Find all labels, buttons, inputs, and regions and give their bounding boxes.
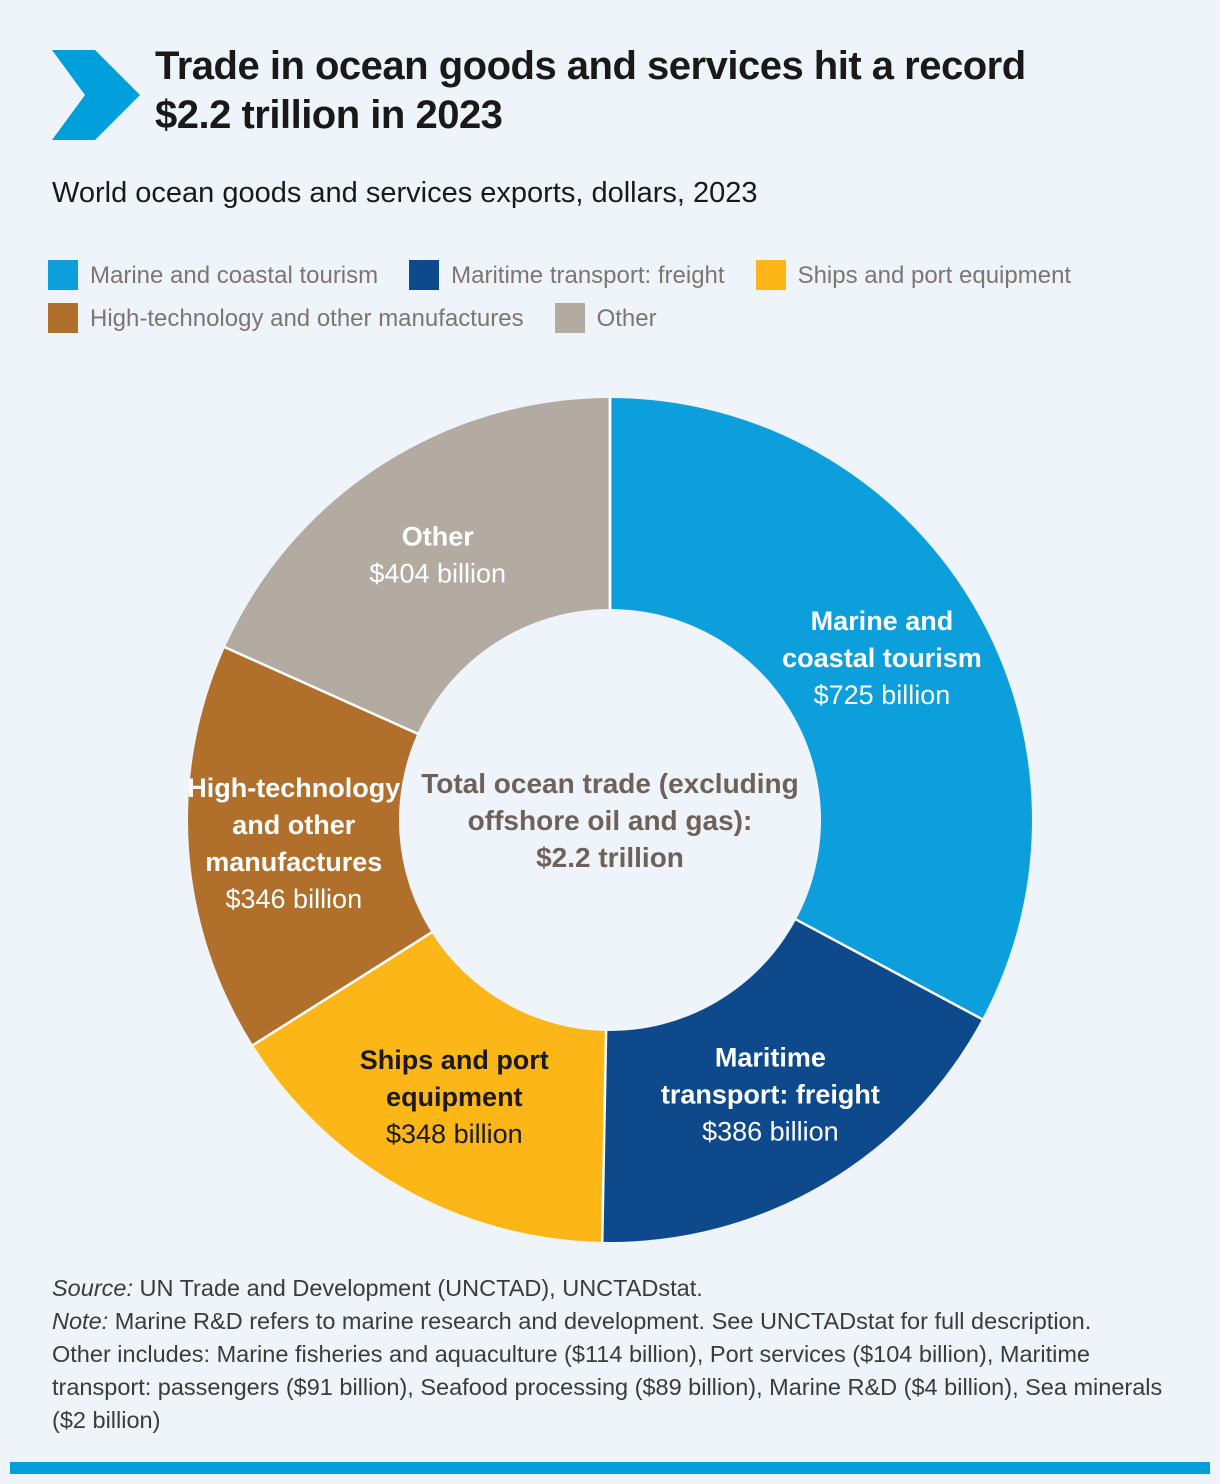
- legend-swatch-ships-and-port-equipment: [755, 260, 786, 290]
- segment-label-high-technology-and-other-manufactures: High-technology and other manufactures $346…: [187, 773, 400, 914]
- legend-label: High-technology and other manufactures: [90, 305, 524, 332]
- legend-item-marine-and-coastal-tourism: Marine and coastal tourism: [48, 260, 378, 291]
- donut-segment-other: [224, 398, 610, 734]
- legend-item-high-technology-and-other-manufactures: High-technology and other manufactures: [48, 303, 524, 334]
- source-text: UN Trade and Development (UNCTAD), UNCTA…: [133, 1275, 703, 1301]
- segment-separator: [600, 1029, 608, 1243]
- legend-label: Marine and coastal tourism: [90, 262, 379, 289]
- segment-separator: [251, 930, 434, 1047]
- donut-chart: Marine and coastal tourism $725 billion Mar…: [185, 395, 1035, 1245]
- legend-item-other: Other: [554, 303, 657, 334]
- donut-segment-maritime-transport-freight: [602, 919, 983, 1243]
- donut-segment-ships-and-port-equipment: [253, 932, 607, 1242]
- page-title: Trade in ocean goods and services hit a …: [155, 42, 1165, 140]
- note-prefix: Note:: [52, 1308, 109, 1334]
- legend-item-maritime-transport-freight: Maritime transport: freight: [409, 260, 725, 291]
- page-title-line1: Trade in ocean goods and services hit a …: [155, 44, 1026, 88]
- donut-segment-high-technology-and-other-manufactures: [188, 647, 432, 1046]
- note-text: Marine R&D refers to marine research and…: [108, 1308, 1092, 1334]
- segment-separator: [223, 645, 419, 736]
- bottom-accent-bar: [10, 1462, 1210, 1474]
- legend-swatch-maritime-transport-freight: [409, 260, 440, 290]
- segment-separator: [794, 917, 984, 1021]
- legend-label: Maritime transport: freight: [451, 262, 725, 289]
- segment-label-ships-and-port-equipment: Ships and port equipment $348 billion: [360, 1045, 549, 1149]
- donut-segment-marine-and-coastal-tourism: [610, 398, 1032, 1020]
- note-line: Note: Marine R&D refers to marine resear…: [52, 1305, 1187, 1338]
- legend: Marine and coastal tourism Maritime trans…: [48, 260, 1188, 334]
- source-prefix: Source:: [52, 1275, 133, 1301]
- segment-label-maritime-transport-freight: Maritime transport: freight $386 billion: [661, 1042, 880, 1146]
- footnotes: Source: UN Trade and Development (UNCTAD…: [52, 1272, 1187, 1437]
- other-includes-line: Other includes: Marine fisheries and aqu…: [52, 1341, 1163, 1433]
- legend-label: Other: [596, 305, 657, 332]
- donut-center-label: Total ocean trade (excluding offshore oil…: [421, 768, 799, 873]
- segment-label-marine-and-coastal-tourism: Marine and coastal tourism $725 billion: [782, 606, 982, 710]
- page-title-line2: $2.2 trillion in 2023: [155, 93, 503, 137]
- legend-swatch-high-technology-and-other-manufactures: [48, 303, 78, 333]
- donut-chart-svg: Marine and coastal tourism $725 billion Mar…: [187, 397, 1032, 1243]
- legend-swatch-marine-and-coastal-tourism: [48, 260, 78, 290]
- legend-item-ships-and-port-equipment: Ships and port equipment: [755, 260, 1072, 291]
- chevron-icon: [52, 50, 140, 140]
- segment-label-other: Other $404 billion: [369, 521, 506, 588]
- legend-swatch-other: [554, 303, 585, 333]
- legend-label: Ships and port equipment: [797, 262, 1072, 289]
- chart-subtitle: World ocean goods and services exports, …: [52, 177, 758, 209]
- source-line: Source: UN Trade and Development (UNCTAD…: [52, 1272, 1187, 1305]
